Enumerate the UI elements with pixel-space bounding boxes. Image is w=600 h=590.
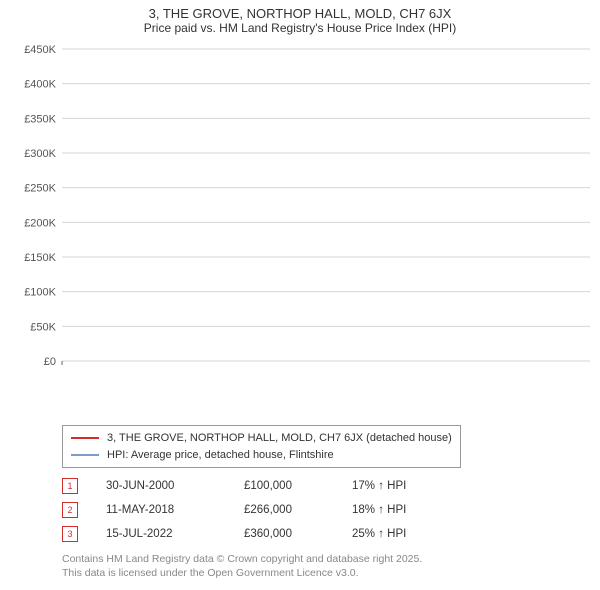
sale-diff: 18% ↑ HPI	[352, 504, 452, 516]
svg-text:£0: £0	[44, 356, 56, 368]
chart-plot: £0 £50K £100K £150K £200K £250K £300K £350K £400…	[0, 39, 600, 419]
sale-marker-icon: 2	[62, 502, 78, 518]
legend: 3, THE GROVE, NORTHOP HALL, MOLD, CH7 6J…	[62, 425, 461, 468]
svg-text:£150K: £150K	[24, 252, 56, 264]
svg-text:£250K: £250K	[24, 183, 56, 195]
svg-text:£50K: £50K	[30, 321, 56, 333]
legend-label: 3, THE GROVE, NORTHOP HALL, MOLD, CH7 6J…	[107, 430, 452, 447]
chart-title: 3, THE GROVE, NORTHOP HALL, MOLD, CH7 6J…	[0, 0, 600, 21]
legend-item: 3, THE GROVE, NORTHOP HALL, MOLD, CH7 6J…	[71, 430, 452, 447]
chart-container: 3, THE GROVE, NORTHOP HALL, MOLD, CH7 6J…	[0, 0, 600, 580]
sale-diff: 25% ↑ HPI	[352, 528, 452, 540]
svg-text:£450K: £450K	[24, 44, 56, 56]
sale-row: 1 30-JUN-2000 £100,000 17% ↑ HPI	[62, 474, 586, 498]
sales-table: 1 30-JUN-2000 £100,000 17% ↑ HPI 2 11-MA…	[62, 474, 586, 546]
legend-item: HPI: Average price, detached house, Flin…	[71, 447, 452, 464]
sale-date: 15-JUL-2022	[106, 528, 216, 540]
sale-row: 2 11-MAY-2018 £266,000 18% ↑ HPI	[62, 498, 586, 522]
footnote: Contains HM Land Registry data © Crown c…	[62, 552, 586, 580]
footnote-line: Contains HM Land Registry data © Crown c…	[62, 552, 586, 566]
svg-text:£300K: £300K	[24, 148, 56, 160]
legend-swatch	[71, 454, 99, 456]
sale-row: 3 15-JUL-2022 £360,000 25% ↑ HPI	[62, 522, 586, 546]
sale-diff: 17% ↑ HPI	[352, 480, 452, 492]
sale-date: 30-JUN-2000	[106, 480, 216, 492]
svg-text:£400K: £400K	[24, 79, 56, 91]
sale-marker-icon: 1	[62, 478, 78, 494]
chart-subtitle: Price paid vs. HM Land Registry's House …	[0, 21, 600, 39]
sale-price: £266,000	[244, 504, 324, 516]
sale-date: 11-MAY-2018	[106, 504, 216, 516]
legend-swatch	[71, 437, 99, 439]
svg-text:£100K: £100K	[24, 287, 56, 299]
footnote-line: This data is licensed under the Open Gov…	[62, 566, 586, 580]
chart-svg: £0 £50K £100K £150K £200K £250K £300K £350K £400…	[0, 39, 600, 419]
sale-marker-icon: 3	[62, 526, 78, 542]
legend-label: HPI: Average price, detached house, Flin…	[107, 447, 334, 464]
sale-price: £360,000	[244, 528, 324, 540]
sale-price: £100,000	[244, 480, 324, 492]
svg-text:£200K: £200K	[24, 217, 56, 229]
svg-text:£350K: £350K	[24, 113, 56, 125]
